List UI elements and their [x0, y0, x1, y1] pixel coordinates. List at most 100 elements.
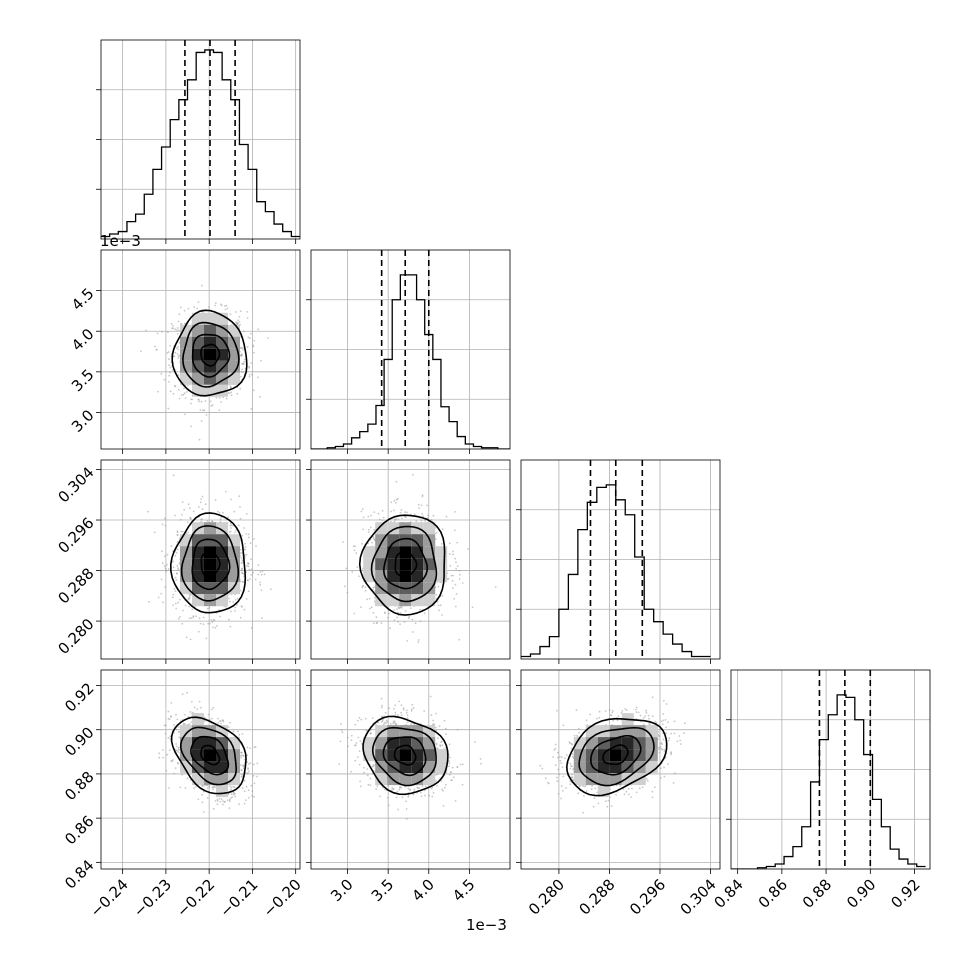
scatter-point: [648, 717, 650, 720]
scatter-point: [424, 612, 426, 615]
x-tick-label: 0.92: [887, 875, 923, 911]
scatter-point: [396, 608, 398, 610]
scatter-point: [256, 775, 258, 778]
scatter-point: [593, 797, 596, 799]
scatter-point: [451, 766, 454, 769]
scatter-point: [186, 777, 189, 780]
scatter-point: [172, 327, 174, 330]
scatter-point: [176, 333, 179, 335]
scatter-point: [420, 519, 423, 522]
scatter-point: [188, 597, 191, 600]
scatter-point: [411, 618, 414, 621]
scatter-point: [200, 400, 203, 403]
scatter-point: [161, 562, 164, 565]
scatter-point: [609, 788, 612, 791]
scatter-point: [181, 513, 183, 516]
scatter-point: [365, 729, 368, 731]
scatter-point: [169, 735, 172, 738]
scatter-point: [639, 714, 642, 717]
scatter-point: [358, 763, 361, 766]
scatter-point: [623, 793, 626, 796]
scatter-point: [191, 398, 194, 401]
scatter-point: [360, 606, 362, 608]
scatter-point: [615, 793, 617, 796]
scatter-point: [230, 391, 233, 394]
scatter-point: [233, 793, 235, 796]
scatter-point: [659, 743, 662, 745]
scatter-point: [453, 597, 455, 600]
scatter-point: [467, 548, 469, 550]
scatter-point: [399, 786, 401, 789]
scatter-point: [256, 762, 259, 765]
scatter-point: [406, 640, 409, 642]
scatter-point: [220, 401, 223, 403]
scatter-point: [257, 564, 260, 566]
scatter-point: [354, 744, 357, 747]
scatter-point: [211, 621, 214, 624]
scatter-point: [442, 805, 445, 807]
scatter-point: [561, 766, 564, 769]
scatter-point: [169, 371, 171, 374]
scatter-point: [241, 568, 243, 570]
density-cell: [204, 348, 216, 361]
scatter-point: [182, 609, 184, 612]
scatter-point: [222, 803, 224, 806]
scatter-point: [340, 723, 342, 725]
scatter-point: [245, 553, 248, 556]
density-cells: [180, 522, 240, 607]
scatter-point: [667, 763, 669, 765]
scatter-point: [342, 541, 344, 543]
scatter-point: [443, 786, 446, 789]
scatter-point: [169, 344, 172, 347]
scatter-point: [455, 561, 457, 564]
density-cell: [192, 594, 204, 607]
scatter-point: [214, 302, 217, 304]
scatter-point: [259, 571, 262, 573]
scatter-point: [667, 739, 670, 742]
scatter-point: [358, 750, 361, 753]
scatter-point: [406, 714, 409, 717]
density-cell: [597, 737, 610, 750]
density-cell: [597, 773, 610, 786]
scatter-point: [359, 780, 361, 783]
scatter-point: [565, 787, 567, 789]
scatter-point: [406, 717, 409, 719]
scatter-point: [562, 775, 565, 778]
scatter-point: [417, 639, 420, 641]
scatter-point: [667, 721, 669, 724]
scatter-point: [375, 788, 377, 790]
scatter-point: [435, 742, 438, 745]
scatter-point: [196, 307, 199, 310]
scatter-point: [170, 322, 173, 325]
scatter-point: [213, 784, 216, 787]
scatter-point: [182, 723, 185, 725]
scatter-point: [246, 564, 248, 567]
scatter-point: [172, 566, 175, 569]
scatter-point: [421, 494, 424, 496]
scatter-point: [360, 785, 362, 788]
contour-0: [394, 550, 418, 578]
scatter-point: [198, 617, 201, 620]
scatter-point: [174, 385, 176, 387]
scatter-point: [448, 743, 451, 746]
scatter-point: [494, 586, 497, 588]
scatter-point: [663, 748, 666, 751]
contour-3: [358, 514, 446, 616]
scatter-point: [259, 583, 262, 586]
scatter-point: [353, 612, 356, 615]
scatter-point: [177, 731, 180, 733]
scatter-point: [404, 516, 407, 519]
density-cell: [399, 594, 412, 607]
x-tick-label: 0.280: [525, 875, 568, 918]
scatter-point: [245, 785, 248, 788]
scatter-point: [228, 392, 231, 395]
scatter-point: [360, 718, 363, 721]
density-cell: [387, 594, 400, 607]
contour-2: [182, 321, 240, 388]
scatter-point: [638, 787, 641, 790]
scatter-point: [547, 781, 549, 784]
scatter-point: [454, 583, 457, 586]
scatter-point: [240, 764, 242, 767]
scatter-point: [217, 722, 220, 724]
scatter-point: [160, 578, 163, 581]
